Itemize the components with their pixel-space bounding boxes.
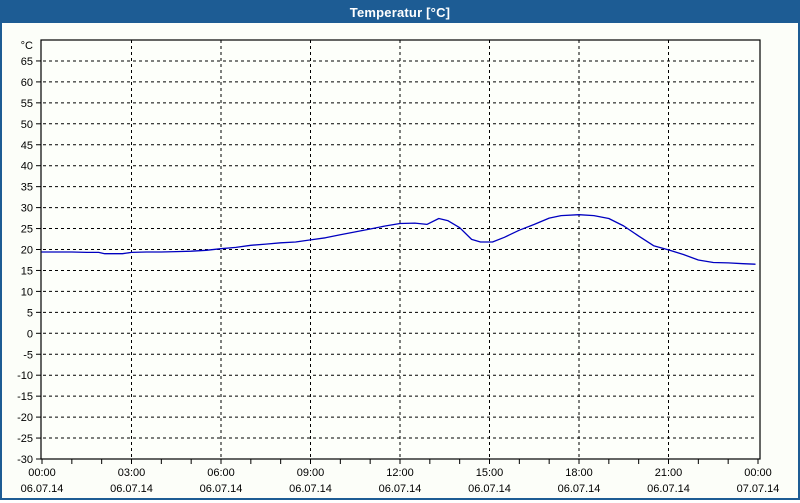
- y-tick-label: 20: [21, 245, 33, 257]
- window-title: Temperatur [°C]: [349, 5, 451, 20]
- y-tick-label: 40: [21, 161, 33, 173]
- x-tick-date-label: 06.07.14: [558, 483, 601, 495]
- y-tick-label: 65: [21, 56, 33, 68]
- window-titlebar[interactable]: Temperatur [°C]: [2, 2, 798, 23]
- y-tick-label: 5: [27, 307, 33, 319]
- y-tick-label: -5: [23, 349, 33, 361]
- plot-border: [40, 39, 761, 460]
- y-tick-label: -10: [17, 370, 33, 382]
- y-tick-label: 25: [21, 224, 33, 236]
- x-tick-date-label: 06.07.14: [110, 483, 153, 495]
- y-tick-label: -25: [17, 433, 33, 445]
- x-tick-date-label: 06.07.14: [200, 483, 243, 495]
- x-tick-date-label: 07.07.14: [737, 483, 780, 495]
- y-tick-label: 35: [21, 182, 33, 194]
- y-tick-label: -20: [17, 412, 33, 424]
- x-tick-time-label: 06:00: [207, 467, 235, 479]
- y-tick-label: 45: [21, 140, 33, 152]
- x-tick-date-label: 06.07.14: [468, 483, 511, 495]
- y-tick-label: 55: [21, 98, 33, 110]
- temperature-line: [41, 214, 756, 265]
- temperature-chart: -30 -25 -20 -15 -10 -5 0 5 10 15 20 25 30 35 40 45 50 55 6…: [2, 23, 798, 498]
- x-tick-date-label: 06.07.14: [21, 483, 64, 495]
- chart-canvas: -30 -25 -20 -15 -10 -5 0 5 10 15 20 25 30 35 40 45 50 55 6…: [17, 39, 780, 495]
- x-tick-time-label: 18:00: [565, 467, 593, 479]
- y-tick-label: 50: [21, 119, 33, 131]
- x-tick-date-label: 06.07.14: [289, 483, 332, 495]
- y-tick-label: 60: [21, 77, 33, 89]
- y-tick-label: -30: [17, 454, 33, 466]
- x-tick-time-label: 03:00: [118, 467, 146, 479]
- x-tick-time-label: 15:00: [476, 467, 504, 479]
- y-tick-label: 15: [21, 265, 33, 277]
- x-tick-date-label: 06.07.14: [647, 483, 690, 495]
- x-tick-date-label: 06.07.14: [379, 483, 422, 495]
- x-tick-time-label: 09:00: [297, 467, 325, 479]
- y-tick-label: -15: [17, 391, 33, 403]
- x-tick-time-label: 21:00: [655, 467, 683, 479]
- y-tick-label: 30: [21, 203, 33, 215]
- y-tick-label: 0: [27, 328, 33, 340]
- x-tick-time-label: 00:00: [28, 467, 56, 479]
- x-tick-time-label: 00:00: [744, 467, 772, 479]
- y-axis-unit-label: °C: [21, 40, 33, 52]
- x-tick-time-label: 12:00: [386, 467, 414, 479]
- y-tick-label: 10: [21, 286, 33, 298]
